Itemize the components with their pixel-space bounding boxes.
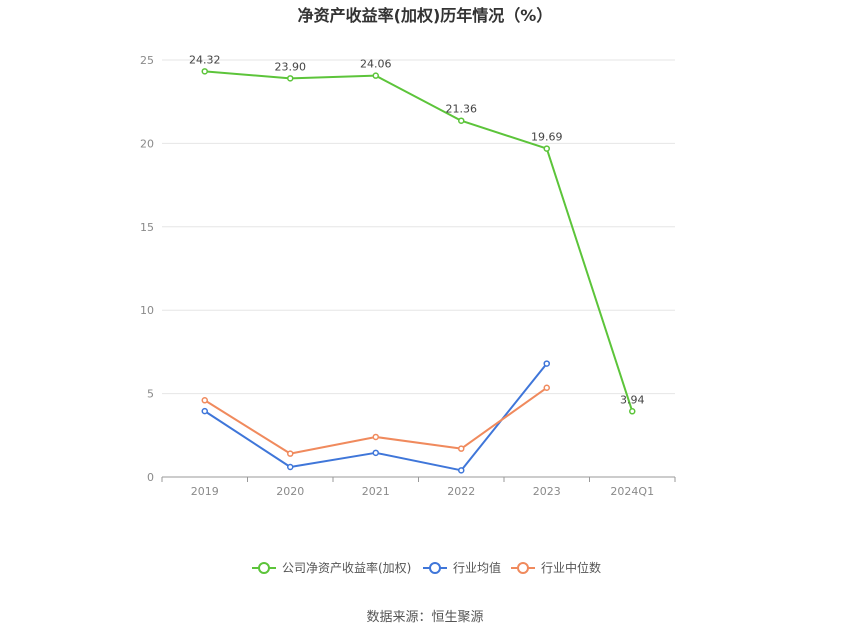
legend-marker [258,562,270,574]
x-tick-label: 2020 [276,485,304,498]
data-point [287,463,294,471]
data-point [372,72,379,79]
data-point [543,384,550,392]
data-point [629,408,636,415]
legend: 公司净资产收益率(加权) 行业均值 行业中位数 [252,560,601,575]
data-labels: 24.32 23.90 24.06 21.36 19.69 3.94 [189,53,645,406]
series-group [201,68,636,474]
data-point [287,75,294,82]
source-note: 数据来源：恒生聚源 [366,610,483,625]
x-tick-label: 2019 [191,485,219,498]
legend-label: 行业均值 [453,560,501,575]
y-axis: 0 5 10 15 20 25 [140,54,154,484]
data-label: 24.32 [189,53,221,66]
legend-label: 公司净资产收益率(加权) [282,560,411,575]
legend-label: 行业中位数 [541,560,601,575]
x-tick-label: 2021 [362,485,390,498]
data-point [201,407,208,415]
legend-marker [517,562,529,574]
x-tick-label: 2024Q1 [610,485,654,498]
x-tick-label: 2022 [447,485,475,498]
data-label: 21.36 [446,103,478,116]
data-label: 24.06 [360,58,392,71]
data-point [287,450,294,457]
y-tick-label: 10 [140,304,154,317]
series-line [204,70,634,412]
data-label: 19.69 [531,131,563,144]
y-tick-label: 25 [140,54,154,67]
data-point [543,360,550,367]
data-point [201,68,208,75]
data-point [458,445,465,452]
x-axis: 2019 2020 2021 2022 2023 2024Q1 [161,476,676,498]
data-point [458,467,465,474]
data-point [201,397,208,404]
data-label: 3.94 [620,393,645,406]
data-point [372,449,379,457]
data-point [543,145,550,152]
chart-title: 净资产收益率(加权)历年情况（%） [298,6,553,25]
data-point [458,117,465,124]
legend-marker [429,562,441,574]
data-point [372,433,379,441]
y-tick-label: 20 [140,137,154,150]
x-tick-label: 2023 [533,485,561,498]
grid [162,59,675,395]
y-tick-label: 15 [140,221,154,234]
y-tick-label: 0 [147,471,154,484]
data-label: 23.90 [275,60,307,73]
y-tick-label: 5 [147,388,154,401]
